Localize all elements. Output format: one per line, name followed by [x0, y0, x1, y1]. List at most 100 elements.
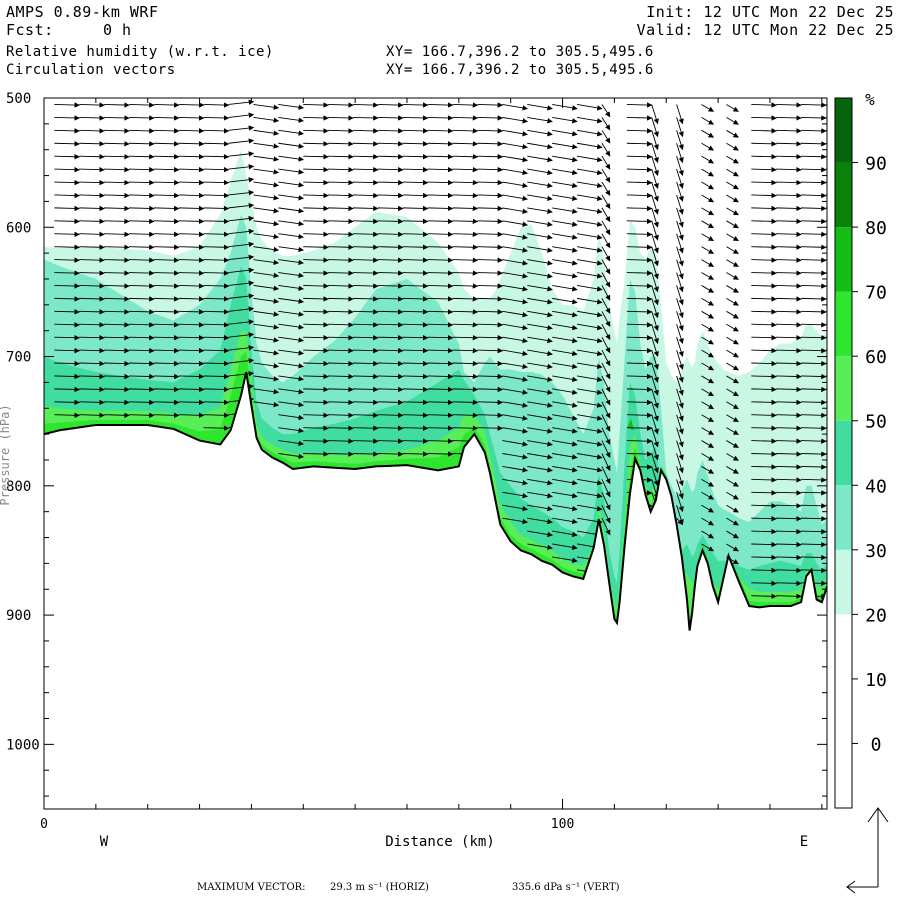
circulation-vector	[353, 296, 379, 302]
circulation-vector	[601, 104, 611, 118]
circulation-vector	[701, 440, 714, 448]
circulation-vector	[377, 179, 404, 186]
circulation-vector	[601, 181, 611, 196]
circulation-vector	[328, 360, 354, 367]
circulation-vector	[353, 335, 379, 341]
circulation-vector	[79, 309, 105, 315]
circulation-vector	[253, 129, 280, 136]
circulation-vector	[353, 102, 379, 108]
circulation-vector	[676, 466, 684, 487]
circulation-vector	[701, 323, 714, 332]
circulation-vector	[328, 412, 354, 418]
circulation-vector	[502, 491, 528, 499]
circulation-vector	[79, 347, 105, 354]
circulation-vector	[751, 412, 777, 418]
circulation-vector	[178, 322, 205, 328]
circulation-vector	[801, 503, 827, 509]
circulation-vector	[502, 142, 528, 150]
circulation-vector	[726, 362, 739, 371]
circulation-vector	[651, 349, 659, 370]
circulation-vector	[178, 231, 205, 237]
circulation-vector	[377, 154, 404, 160]
circulation-vector	[328, 179, 354, 186]
circulation-vector	[253, 246, 280, 253]
circulation-vector	[228, 370, 255, 377]
circulation-vector	[477, 360, 504, 367]
circulation-vector	[527, 349, 553, 357]
circulation-vector	[203, 192, 230, 199]
circulation-vector	[676, 233, 684, 254]
circulation-vector	[552, 440, 578, 447]
circulation-vector	[527, 453, 553, 460]
circulation-vector	[278, 310, 304, 317]
colorbar-label: 20	[865, 605, 887, 626]
circulation-vector	[228, 306, 255, 312]
circulation-vector	[576, 453, 603, 460]
circulation-vector	[502, 336, 528, 344]
colorbar-box	[835, 420, 852, 486]
circulation-vector	[402, 244, 429, 250]
circulation-vector	[676, 130, 684, 151]
circulation-vector	[427, 218, 454, 225]
circulation-vector	[353, 257, 379, 263]
circulation-vector	[353, 373, 379, 380]
circulation-vector	[54, 205, 80, 212]
circulation-vector	[377, 231, 404, 237]
circulation-vector	[253, 284, 280, 291]
circulation-vector	[726, 155, 739, 164]
circulation-vector	[253, 181, 280, 188]
circulation-vector	[676, 440, 684, 461]
circulation-vector	[328, 115, 354, 121]
circulation-vector	[502, 194, 528, 202]
circulation-vector	[328, 141, 354, 147]
circulation-vector	[527, 104, 553, 111]
circulation-vector	[576, 440, 603, 447]
circulation-vector	[676, 285, 684, 306]
circulation-vector	[701, 272, 714, 280]
circulation-vector	[353, 386, 379, 393]
circulation-vector	[801, 218, 827, 225]
circulation-vector	[452, 322, 479, 328]
circulation-vector	[303, 154, 329, 160]
circulation-vector	[278, 453, 304, 460]
circulation-vector	[751, 154, 777, 160]
circulation-vector	[129, 335, 155, 341]
circulation-vector	[651, 414, 659, 435]
circulation-vector	[726, 220, 739, 229]
circulation-vector	[129, 141, 155, 147]
colorbar-label: 30	[865, 541, 887, 562]
circulation-vector	[726, 530, 739, 539]
circulation-vector	[54, 360, 80, 367]
circulation-vector	[477, 128, 504, 134]
circulation-vector	[701, 104, 714, 112]
circulation-vector	[452, 141, 479, 147]
circulation-vector	[353, 128, 379, 134]
circulation-vector	[452, 231, 479, 237]
circulation-vector	[427, 386, 454, 393]
circulation-vector	[402, 283, 429, 289]
circulation-vector	[178, 270, 205, 276]
circulation-vector	[601, 194, 611, 209]
circulation-vector	[552, 414, 578, 421]
circulation-vector	[726, 336, 739, 345]
circulation-vector	[104, 179, 130, 186]
circulation-vector	[801, 154, 827, 160]
circulation-vector	[726, 453, 739, 461]
x-tick-label: 0	[40, 817, 48, 832]
circulation-vector	[477, 115, 504, 121]
circulation-vector	[79, 115, 105, 121]
circulation-vector	[676, 181, 684, 202]
circulation-vector	[452, 218, 479, 225]
circulation-vector	[527, 181, 553, 189]
circulation-vector	[353, 425, 379, 431]
field-name-rh: Relative humidity (w.r.t. ice)	[6, 44, 274, 60]
circulation-vector	[776, 244, 802, 250]
circulation-vector	[651, 440, 659, 461]
circulation-vector	[353, 218, 379, 225]
circulation-vector	[726, 117, 739, 125]
circulation-vector	[153, 231, 180, 237]
circulation-vector	[178, 399, 205, 406]
circulation-vector	[79, 192, 105, 199]
circulation-vector	[377, 296, 404, 302]
circulation-vector	[676, 453, 684, 474]
